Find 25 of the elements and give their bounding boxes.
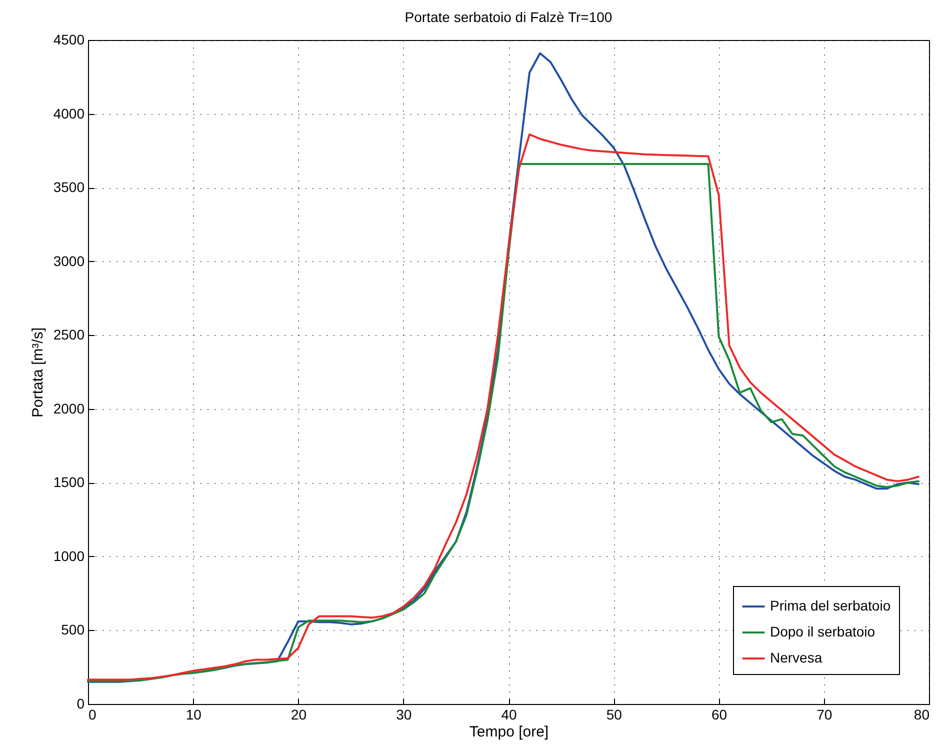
y-tick-label: 1500	[53, 474, 85, 490]
y-tick-label: 4000	[53, 105, 85, 122]
y-tick-label: 2500	[53, 326, 85, 343]
x-tick-label: 70	[816, 706, 832, 722]
y-tick-label: 3000	[53, 252, 85, 269]
x-tick-label: 10	[186, 706, 202, 722]
x-tick-label: 50	[606, 706, 622, 722]
chart-title: Portate serbatoio di Falzè Tr=100	[404, 9, 612, 25]
x-axis-title: Tempo [ore]	[469, 724, 549, 740]
y-tick-label: 0	[76, 696, 85, 712]
legend-label: Prima del serbatoio	[770, 598, 891, 614]
x-tick-label: 60	[711, 706, 728, 722]
y-tick-label: 3500	[53, 179, 85, 196]
y-tick-label: 2000	[53, 400, 85, 416]
x-tick-label: 80	[914, 706, 930, 722]
y-axis-title: Portata [m³/s]	[29, 327, 46, 418]
y-tick-label: 1000	[53, 548, 85, 564]
y-tick-label: 4500	[53, 32, 85, 48]
x-tick-label: 20	[290, 706, 307, 722]
x-tick-label: 40	[501, 706, 517, 722]
legend-label: Nervesa	[770, 650, 822, 666]
x-tick-label: 30	[396, 706, 412, 722]
x-tick-label: 0	[88, 706, 96, 722]
legend-label: Dopo il serbatoio	[770, 624, 876, 640]
y-tick-label: 500	[61, 622, 85, 638]
